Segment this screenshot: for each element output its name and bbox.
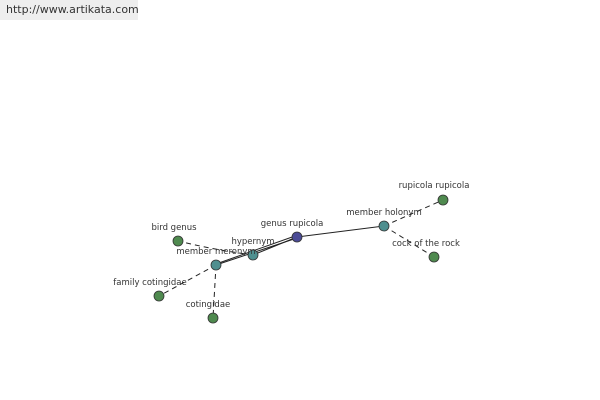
edge <box>212 264 217 319</box>
node[interactable] <box>247 249 259 261</box>
node-label[interactable]: member meronym <box>176 247 255 257</box>
edge <box>215 235 296 265</box>
node[interactable] <box>210 259 222 271</box>
node[interactable] <box>378 220 390 232</box>
site-url[interactable]: http://www.artikata.com <box>0 0 139 20</box>
node-label[interactable]: cock of the rock <box>392 239 460 249</box>
node-label[interactable]: genus rupicola <box>261 219 324 229</box>
edges <box>158 199 444 319</box>
node-label[interactable]: cotingidae <box>186 300 231 310</box>
edge <box>383 199 444 227</box>
edge <box>383 225 435 258</box>
edge <box>177 240 254 256</box>
node[interactable] <box>291 231 303 243</box>
node[interactable] <box>172 235 184 247</box>
node[interactable] <box>207 312 219 324</box>
node-label[interactable]: rupicola rupicola <box>399 181 470 191</box>
node-label[interactable]: member holonym <box>346 208 421 218</box>
node[interactable] <box>437 194 449 206</box>
edge <box>296 225 385 238</box>
node-label[interactable]: family cotingidae <box>113 278 186 288</box>
node[interactable] <box>153 290 165 302</box>
node-label[interactable]: bird genus <box>151 223 197 233</box>
edge <box>158 264 217 297</box>
node[interactable] <box>428 251 440 263</box>
node-label[interactable]: hypernym <box>231 237 274 247</box>
